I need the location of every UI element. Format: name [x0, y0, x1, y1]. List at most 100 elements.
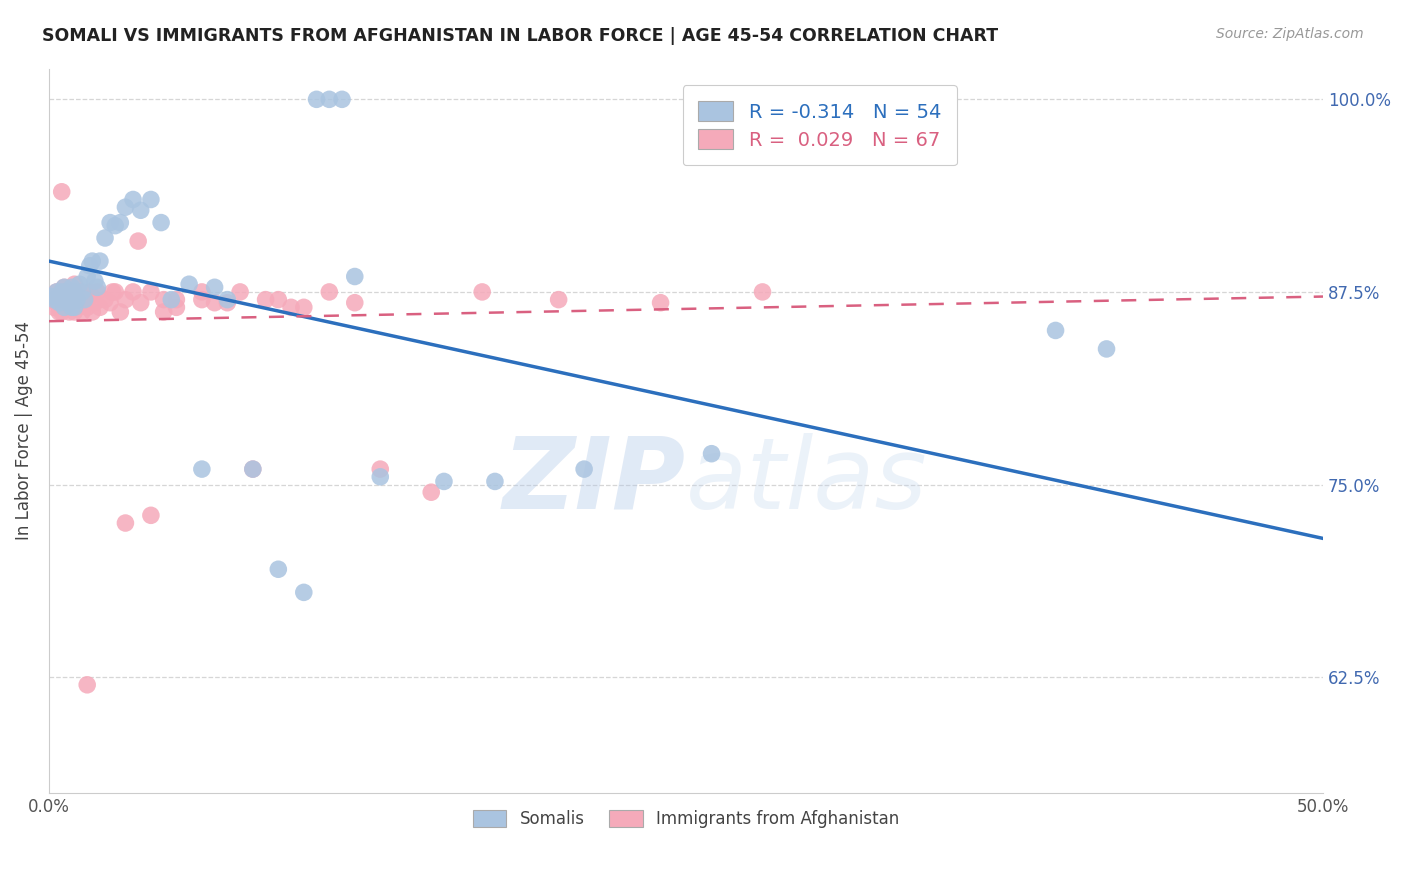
Point: [56, 301, 79, 315]
Point: [160, 293, 183, 307]
Point: [1045, 323, 1067, 337]
Point: [114, 516, 136, 530]
Point: [53, 280, 76, 294]
Point: [471, 285, 494, 299]
Point: [56, 293, 79, 307]
Point: [53, 301, 76, 315]
Text: atlas: atlas: [686, 433, 928, 530]
Point: [110, 216, 132, 230]
Point: [242, 462, 264, 476]
Point: [433, 475, 456, 489]
Point: [51, 185, 73, 199]
Point: [89, 301, 111, 315]
Point: [70, 285, 93, 299]
Point: [63, 285, 86, 299]
Point: [217, 293, 239, 307]
Point: [94, 231, 117, 245]
Point: [41, 293, 63, 307]
Point: [127, 234, 149, 248]
Point: [60, 301, 83, 315]
Point: [76, 269, 98, 284]
Point: [254, 293, 277, 307]
Point: [114, 200, 136, 214]
Point: [83, 274, 105, 288]
Point: [51, 293, 73, 307]
Point: [69, 277, 91, 292]
Point: [79, 259, 101, 273]
Point: [58, 289, 80, 303]
Text: SOMALI VS IMMIGRANTS FROM AFGHANISTAN IN LABOR FORCE | AGE 45-54 CORRELATION CHA: SOMALI VS IMMIGRANTS FROM AFGHANISTAN IN…: [42, 27, 998, 45]
Point: [191, 285, 214, 299]
Point: [45, 285, 67, 299]
Point: [63, 293, 86, 307]
Point: [280, 301, 302, 315]
Point: [60, 280, 83, 294]
Point: [191, 293, 214, 307]
Point: [45, 295, 67, 310]
Legend: Somalis, Immigrants from Afghanistan: Somalis, Immigrants from Afghanistan: [467, 804, 905, 835]
Point: [129, 203, 152, 218]
Point: [66, 293, 89, 307]
Point: [152, 305, 174, 319]
Point: [368, 470, 391, 484]
Point: [63, 305, 86, 319]
Point: [104, 285, 127, 299]
Point: [98, 295, 121, 310]
Point: [70, 305, 93, 319]
Point: [204, 280, 226, 294]
Point: [650, 295, 672, 310]
Point: [66, 295, 89, 310]
Point: [179, 277, 201, 292]
Point: [83, 295, 105, 310]
Point: [129, 295, 152, 310]
Point: [152, 293, 174, 307]
Point: [56, 285, 79, 299]
Point: [48, 305, 70, 319]
Point: [751, 285, 773, 299]
Point: [79, 285, 101, 299]
Point: [42, 289, 65, 303]
Point: [343, 269, 366, 284]
Point: [104, 219, 127, 233]
Point: [76, 293, 98, 307]
Y-axis label: In Labor Force | Age 45-54: In Labor Force | Age 45-54: [15, 321, 32, 540]
Text: Source: ZipAtlas.com: Source: ZipAtlas.com: [1216, 27, 1364, 41]
Point: [56, 285, 79, 299]
Point: [51, 285, 73, 299]
Point: [122, 193, 145, 207]
Point: [86, 280, 108, 294]
Point: [73, 293, 96, 307]
Point: [165, 301, 187, 315]
Point: [547, 293, 569, 307]
Point: [318, 92, 340, 106]
Point: [51, 285, 73, 299]
Point: [343, 295, 366, 310]
Point: [700, 447, 723, 461]
Point: [53, 280, 76, 294]
Point: [267, 293, 290, 307]
Point: [69, 285, 91, 299]
Point: [114, 293, 136, 307]
Point: [292, 585, 315, 599]
Point: [89, 254, 111, 268]
Point: [98, 216, 121, 230]
Point: [139, 193, 162, 207]
Point: [139, 285, 162, 299]
Point: [73, 293, 96, 307]
Text: ZIP: ZIP: [503, 433, 686, 530]
Point: [267, 562, 290, 576]
Point: [242, 462, 264, 476]
Point: [82, 254, 104, 268]
Point: [58, 305, 80, 319]
Point: [420, 485, 443, 500]
Point: [305, 92, 328, 106]
Point: [292, 301, 315, 315]
Point: [60, 285, 83, 299]
Point: [122, 285, 145, 299]
Point: [318, 285, 340, 299]
Point: [572, 462, 595, 476]
Point: [94, 293, 117, 307]
Point: [42, 293, 65, 307]
Point: [42, 301, 65, 315]
Point: [58, 295, 80, 310]
